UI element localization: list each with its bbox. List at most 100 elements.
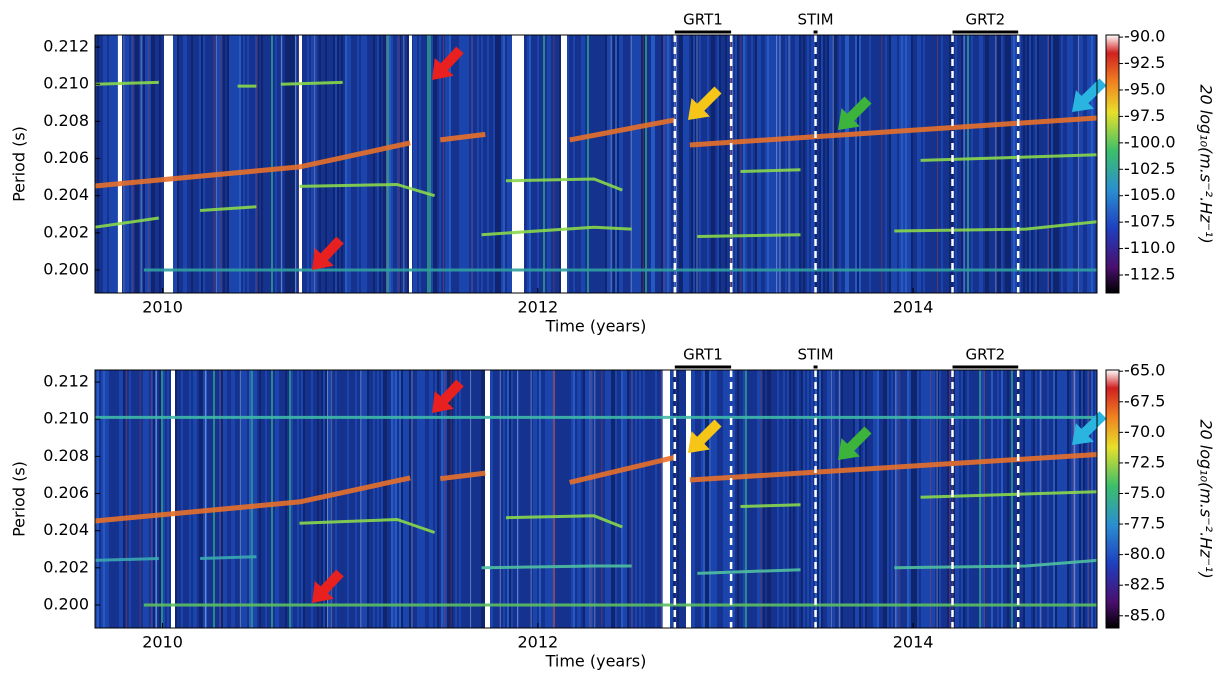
noise-stripe [1029, 370, 1031, 628]
noise-stripe [225, 35, 227, 293]
noise-stripe [1081, 35, 1083, 293]
noise-stripe [179, 370, 181, 628]
noise-stripe [603, 35, 605, 293]
faint-line [444, 370, 446, 628]
noise-stripe [781, 370, 783, 628]
noise-stripe [855, 370, 857, 628]
noise-stripe [661, 370, 663, 628]
noise-stripe [1021, 370, 1023, 628]
noise-stripe [435, 370, 437, 628]
noise-stripe [353, 370, 355, 628]
noise-stripe [813, 35, 815, 293]
noise-stripe [153, 370, 155, 628]
noise-stripe [1085, 35, 1087, 293]
noise-stripe [289, 35, 291, 293]
noise-stripe [487, 35, 489, 293]
noise-stripe [1055, 35, 1057, 293]
noise-stripe [587, 370, 589, 628]
noise-stripe [263, 370, 265, 628]
noise-stripe [515, 370, 517, 628]
noise-stripe [541, 370, 543, 628]
noise-stripe [977, 370, 979, 628]
noise-stripe [415, 370, 417, 628]
noise-stripe [223, 35, 225, 293]
noise-stripe [945, 370, 947, 628]
noise-stripe [543, 370, 545, 628]
noise-stripe [223, 370, 225, 628]
noise-stripe [879, 35, 881, 293]
plot-frame [94, 369, 1098, 629]
noise-stripe [709, 370, 711, 628]
noise-stripe [623, 370, 625, 628]
noise-stripe [727, 370, 729, 628]
noise-stripe [951, 370, 953, 628]
noise-stripe [967, 35, 969, 293]
noise-stripe [501, 370, 503, 628]
noise-stripe [957, 35, 959, 293]
noise-stripe [181, 370, 183, 628]
arrow [838, 426, 872, 460]
noise-stripe [125, 370, 127, 628]
noise-stripe [777, 35, 779, 293]
noise-stripe [443, 370, 445, 628]
noise-stripe [383, 35, 385, 293]
noise-stripe [241, 370, 243, 628]
noise-stripe [1059, 370, 1061, 628]
noise-stripe [617, 35, 619, 293]
noise-stripe [735, 370, 737, 628]
noise-stripe [939, 35, 941, 293]
noise-stripe [869, 35, 871, 293]
faint-line [590, 370, 592, 628]
noise-stripe [111, 370, 113, 628]
noise-stripe [567, 370, 569, 628]
noise-stripe [679, 35, 681, 293]
noise-stripe [1093, 370, 1095, 628]
y-tick-label: 0.208 [43, 111, 89, 130]
faint-line [215, 35, 217, 293]
noise-stripe [257, 35, 259, 293]
noise-stripe [133, 370, 135, 628]
arrow [688, 86, 722, 120]
noise-stripe [657, 35, 659, 293]
noise-stripe [99, 370, 101, 628]
noise-stripe [245, 35, 247, 293]
faint-line [610, 35, 612, 293]
noise-stripe [531, 35, 533, 293]
noise-stripe [497, 370, 499, 628]
noise-stripe [667, 35, 669, 293]
noise-stripe [913, 370, 915, 628]
noise-stripe [923, 35, 925, 293]
noise-stripe [401, 370, 403, 628]
noise-stripe [971, 370, 973, 628]
noise-stripe [375, 35, 377, 293]
noise-stripe [439, 370, 441, 628]
noise-stripe [217, 370, 219, 628]
noise-stripe [909, 370, 911, 628]
noise-stripe [885, 370, 887, 628]
noise-stripe [471, 370, 473, 628]
noise-stripe [629, 35, 631, 293]
faint-line [205, 370, 207, 628]
noise-stripe [727, 35, 729, 293]
noise-stripe [903, 35, 905, 293]
noise-stripe [545, 370, 547, 628]
noise-stripe [863, 35, 865, 293]
annotation-label: GRT1 [683, 11, 723, 29]
noise-stripe [479, 35, 481, 293]
noise-stripe [775, 35, 777, 293]
noise-stripe [331, 35, 333, 293]
x-tick-label: 2010 [142, 633, 183, 652]
noise-stripe [561, 370, 563, 628]
noise-stripe [591, 370, 593, 628]
noise-stripe [187, 35, 189, 293]
noise-stripe [275, 35, 277, 293]
faint-line [331, 370, 333, 628]
noise-stripe [1009, 370, 1011, 628]
noise-stripe [835, 370, 837, 628]
data-gap [512, 35, 524, 293]
noise-stripe [421, 35, 423, 293]
noise-stripe [1091, 35, 1093, 293]
faint-line [360, 370, 362, 628]
noise-stripe [237, 35, 239, 293]
noise-stripe [1065, 35, 1067, 293]
